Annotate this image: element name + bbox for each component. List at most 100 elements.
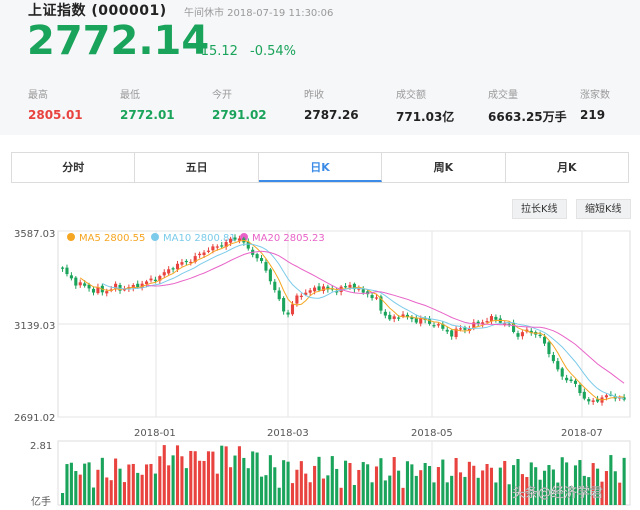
volume-bar <box>573 465 578 505</box>
volume-bar <box>162 445 166 505</box>
volume-bar <box>127 464 131 505</box>
volume-bar <box>547 465 551 505</box>
candle-body <box>189 261 193 264</box>
volume-bar <box>180 456 184 505</box>
stat-value: 771.03亿 <box>396 110 455 124</box>
volume-bar <box>401 487 405 505</box>
candle-body <box>153 279 157 282</box>
quote-header: 上证指数 (000001) 午间休市 2018-07-19 11:30:06 2… <box>0 0 640 135</box>
volume-bar <box>582 475 586 505</box>
candlesticks <box>61 234 626 406</box>
volume-bar <box>308 482 312 505</box>
volume-bar <box>569 486 573 505</box>
candle-body <box>591 400 595 402</box>
stat-value: 2791.02 <box>212 108 267 122</box>
volume-bar <box>259 476 264 505</box>
volume-bar <box>326 475 330 505</box>
volume-bar <box>458 472 463 505</box>
volume-bar <box>357 469 361 505</box>
volume-bar <box>153 473 157 505</box>
tab-daily-k[interactable]: 日K <box>258 153 383 182</box>
candle-body <box>379 296 383 311</box>
volume-bar <box>158 456 162 505</box>
volume-bar <box>233 455 237 505</box>
price-change: -15.12 <box>196 44 238 59</box>
candle-body <box>388 314 392 320</box>
candle-body <box>308 290 312 293</box>
volume-bar <box>290 483 295 505</box>
candle-body <box>259 258 264 262</box>
volume-bar <box>361 462 365 505</box>
index-title: 上证指数 (000001) <box>28 3 167 19</box>
candle-body <box>162 272 166 276</box>
tab-intraday[interactable]: 分时 <box>12 153 136 182</box>
candle-body <box>494 316 498 320</box>
candle-body <box>158 275 162 281</box>
candle-body <box>273 281 277 291</box>
candle-body <box>582 391 586 399</box>
stat-label: 成交额 <box>396 90 426 101</box>
volume-bar <box>140 474 144 505</box>
volume-bar <box>604 471 608 505</box>
stat-high: 最高 2805.01 <box>28 86 83 122</box>
stat-label: 最高 <box>28 90 48 101</box>
volume-bar <box>175 445 180 505</box>
tab-weekly-k[interactable]: 周K <box>382 153 506 182</box>
volume-bar <box>251 451 255 505</box>
candle-body <box>206 250 211 252</box>
candle-body <box>167 269 171 274</box>
candle-body <box>604 395 608 398</box>
candle-body <box>282 298 286 312</box>
volume-bar <box>246 468 250 505</box>
volume-bar <box>87 462 91 505</box>
volume-bar <box>167 465 171 505</box>
stat-label: 今开 <box>212 90 232 101</box>
stat-open: 今开 2791.02 <box>212 86 267 122</box>
stat-value: 2787.26 <box>304 108 359 122</box>
volume-bar <box>184 468 188 505</box>
volume-bar <box>410 464 414 505</box>
volume-bar <box>237 446 241 505</box>
volume-bar <box>467 461 471 505</box>
volume-bar <box>193 451 197 505</box>
volume-bar <box>481 470 485 505</box>
volume-bar <box>65 464 69 505</box>
volume-bar <box>100 457 104 505</box>
candle-body <box>405 314 410 317</box>
candle-body <box>184 260 188 263</box>
volume-bar <box>352 484 356 505</box>
candle-body <box>392 316 396 319</box>
tab-five-day[interactable]: 五日 <box>135 153 259 182</box>
volume-bar <box>392 457 396 505</box>
candle-body <box>229 238 233 243</box>
volume-bar <box>91 487 96 505</box>
volume-bar <box>321 478 325 505</box>
candle-body <box>441 324 445 329</box>
candle-body <box>547 342 551 355</box>
stretch-kline-button[interactable]: 拉长K线 <box>512 199 567 219</box>
candle-body <box>136 283 140 288</box>
candle-body <box>344 286 348 288</box>
volume-bar <box>78 474 82 505</box>
x-tick-label: 2018-03 <box>267 428 309 439</box>
candle-body <box>317 286 321 291</box>
candle-body <box>65 267 69 275</box>
volume-bar <box>419 470 423 505</box>
shorten-kline-button[interactable]: 缩短K线 <box>576 199 631 219</box>
volume-bar <box>587 477 591 505</box>
volume-bar <box>83 463 87 505</box>
volume-bar <box>370 482 374 505</box>
candle-body <box>428 319 432 324</box>
tab-monthly-k[interactable]: 月K <box>557 161 577 174</box>
volume-bar <box>313 465 317 505</box>
kline-chart[interactable]: 3587.03 3139.03 2691.02 2018-01 2018-03 … <box>0 225 640 510</box>
candle-body <box>145 281 149 285</box>
candle-body <box>335 290 339 293</box>
volume-bar <box>264 475 268 505</box>
volume-bar <box>295 469 299 505</box>
volume-bar <box>520 474 524 505</box>
candle-body <box>489 316 494 322</box>
volume-bar <box>432 482 436 505</box>
volume-bar <box>463 476 467 505</box>
candle-body <box>96 286 100 294</box>
